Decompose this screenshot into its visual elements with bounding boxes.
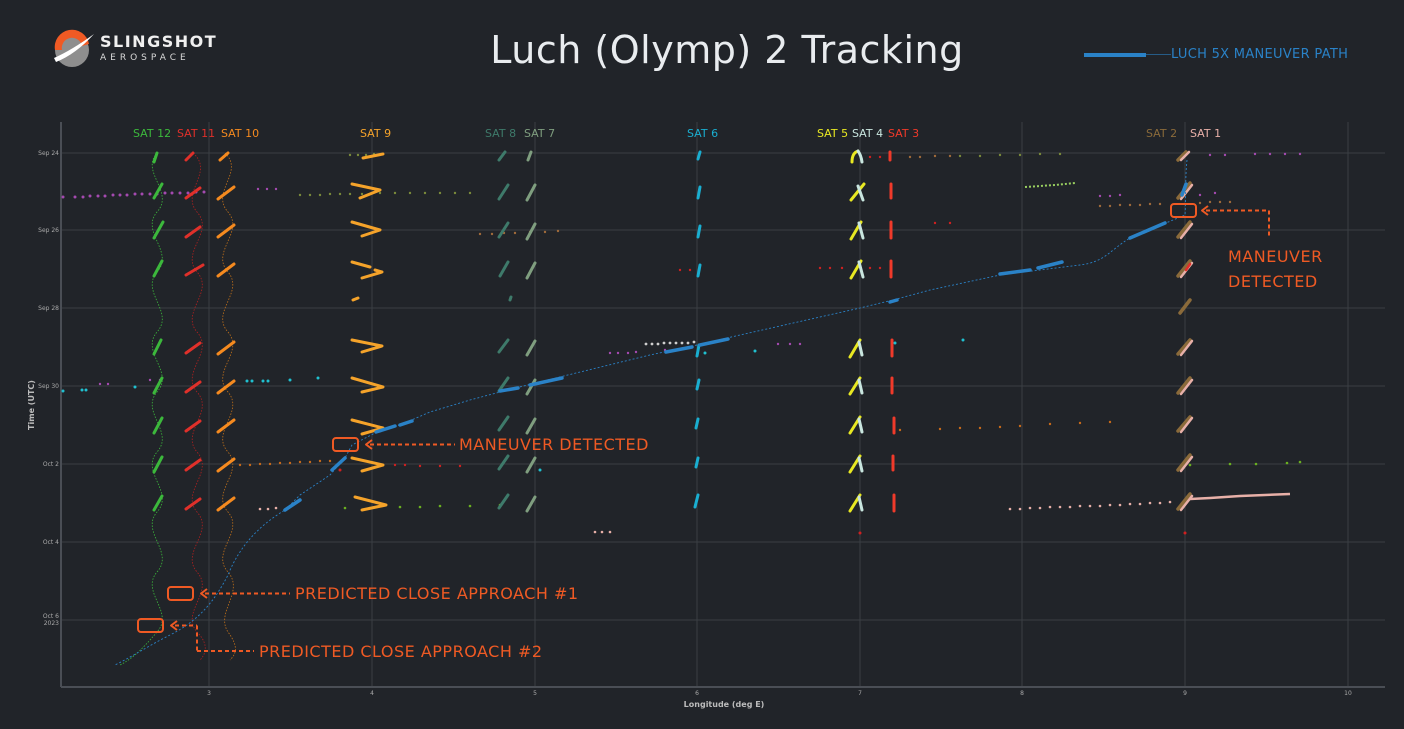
maneuver-detected-right-label-2: DETECTED	[1228, 272, 1318, 291]
x-tick: 3	[207, 690, 211, 697]
maneuver-detected-right-label-1: MANEUVER	[1228, 247, 1323, 266]
y-tick: Oct 2	[43, 461, 59, 468]
y-tick-labels: Sep 24 Sep 26 Sep 28 Sep 30 Oct 2 Oct 4 …	[38, 150, 59, 627]
x-axis-title: Longitude (deg E)	[684, 700, 765, 709]
close-approach-2-label: PREDICTED CLOSE APPROACH #2	[259, 642, 543, 661]
legend-label: LUCH 5X MANEUVER PATH	[1171, 47, 1349, 62]
sat6-track	[693, 150, 702, 509]
sat-label: SAT 8	[485, 127, 516, 140]
x-tick: 10	[1344, 690, 1352, 697]
sat-label: SAT 1	[1190, 127, 1221, 140]
luch-maneuver-path	[114, 159, 1188, 666]
maneuver-marker-right	[1170, 203, 1197, 218]
sat-label: SAT 10	[221, 127, 259, 140]
x-tick: 6	[695, 690, 699, 697]
grid	[61, 122, 1385, 687]
y-tick: Oct 6	[43, 613, 59, 620]
y-tick: Sep 24	[38, 150, 59, 157]
sat-label: SAT 6	[687, 127, 718, 140]
y-tick: Sep 28	[38, 305, 59, 312]
sat3-track	[888, 150, 896, 513]
sat7-track	[525, 150, 537, 513]
maneuver-marker-left	[332, 437, 359, 452]
logo-sub-text: AEROSPACE	[100, 53, 190, 63]
x-tick: 8	[1020, 690, 1024, 697]
logo-main-text: SLINGSHOT	[100, 32, 218, 51]
y-tick: Sep 26	[38, 227, 59, 234]
sat10-track	[216, 151, 236, 661]
sat-label: SAT 11	[177, 127, 215, 140]
maneuver-detected-left-label: MANEUVER DETECTED	[459, 435, 649, 454]
scatter-dots	[61, 152, 1302, 535]
sat12-track	[119, 151, 165, 666]
sat-label: SAT 9	[360, 127, 391, 140]
y-tick: Oct 4	[43, 539, 59, 546]
sat9-track	[350, 152, 388, 512]
slingshot-logo: SLINGSHOT AEROSPACE	[52, 28, 222, 70]
close-approach-1-marker	[167, 586, 194, 601]
legend-swatch-tail	[1146, 54, 1171, 55]
sat-label: SAT 2	[1146, 127, 1177, 140]
close-approach-1-label: PREDICTED CLOSE APPROACH #1	[295, 584, 579, 603]
x-tick: 4	[370, 690, 374, 697]
sat-label: SAT 5	[817, 127, 848, 140]
x-tick: 9	[1183, 690, 1187, 697]
legend-swatch	[1084, 52, 1146, 57]
sat11-track	[184, 151, 206, 661]
x-tick: 5	[533, 690, 537, 697]
close-approach-2-marker	[137, 618, 164, 633]
x-tick: 7	[858, 690, 862, 697]
sat-label: SAT 12	[133, 127, 171, 140]
sat8-track	[497, 150, 513, 510]
sat5-4-track	[848, 149, 866, 513]
annotations	[137, 203, 1270, 652]
legend: LUCH 5X MANEUVER PATH	[1084, 47, 1348, 62]
sat-label: SAT 3	[888, 127, 919, 140]
y-tick: Sep 30	[38, 383, 59, 390]
chart-title: Luch (Olymp) 2 Tracking	[490, 28, 964, 72]
x-tick-labels: 3 4 5 6 7 8 9 10	[207, 690, 1352, 697]
satellite-labels: SAT 12 SAT 11 SAT 10 SAT 9 SAT 8 SAT 7 S…	[133, 127, 1221, 140]
sat-label: SAT 4	[852, 127, 883, 140]
slingshot-logo-icon	[54, 29, 94, 67]
y-tick: 2023	[44, 620, 59, 627]
sat-label: SAT 7	[524, 127, 555, 140]
y-axis-title: Time (UTC)	[27, 380, 36, 430]
